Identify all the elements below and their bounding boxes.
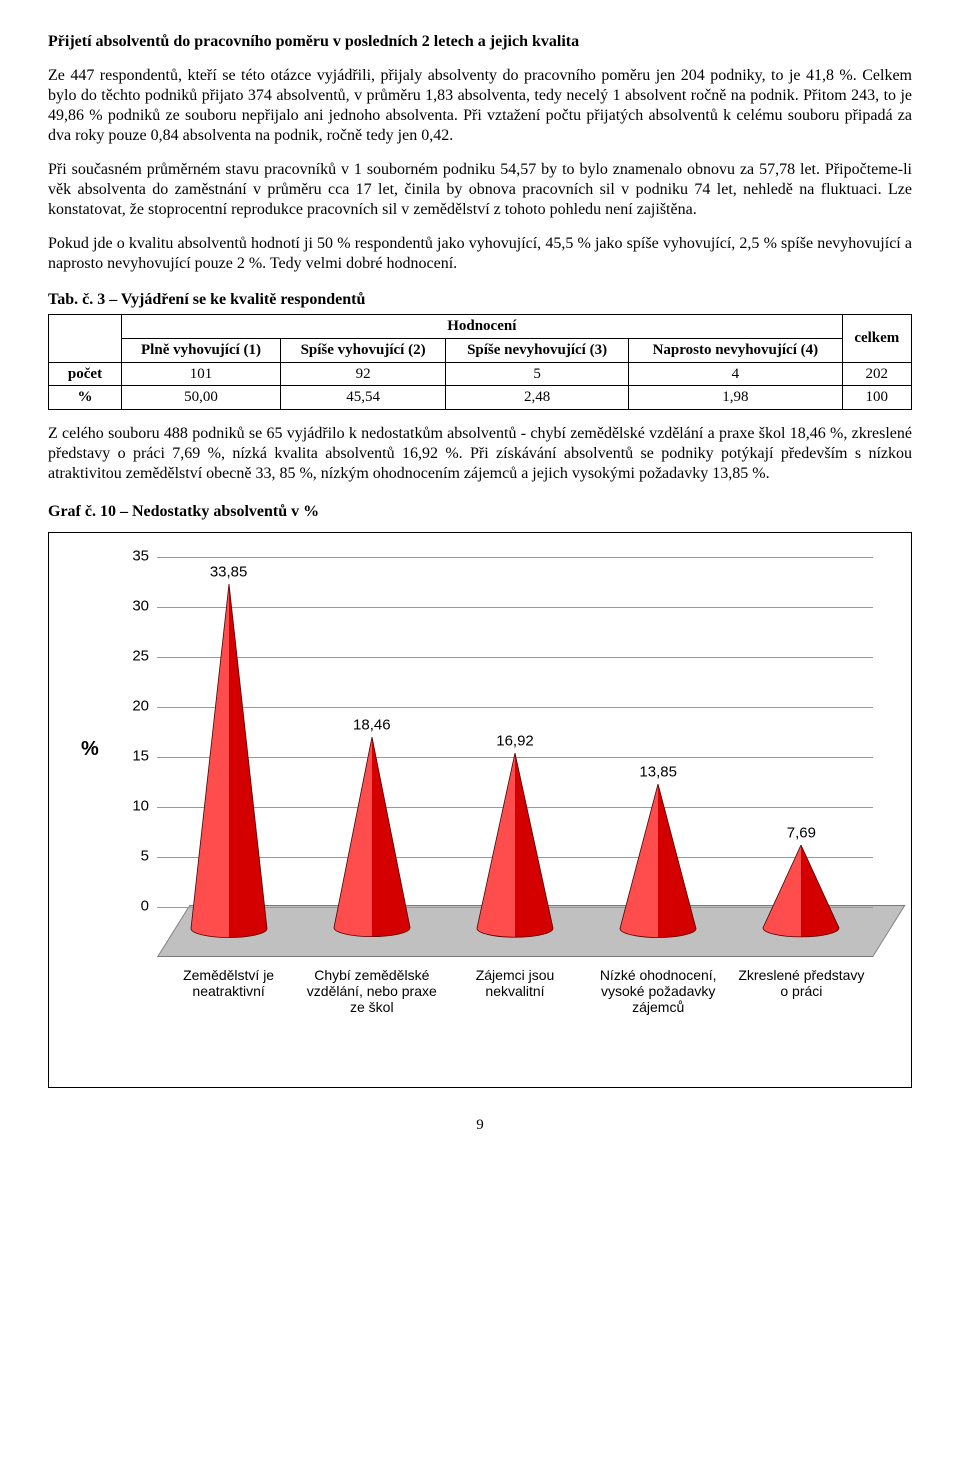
cell: 4 xyxy=(629,362,843,386)
cell: 92 xyxy=(281,362,446,386)
chart-cone: 16,92 xyxy=(475,753,555,938)
paragraph-4: Z celého souboru 488 podniků se 65 vyjád… xyxy=(48,424,912,484)
category-label: Chybí zemědělské vzdělání, nebo praxe ze… xyxy=(307,967,437,1015)
cone-value-label: 33,85 xyxy=(210,563,248,582)
chart-cone: 33,85 xyxy=(189,584,269,939)
chart-area: % 0 5 10 15 20 25 30 35 33,85 18,46 16,92 13,85 7,69… xyxy=(67,547,893,1067)
category-label: Nízké ohodnocení, vysoké požadavky zájem… xyxy=(593,967,723,1015)
y-tick-label: 25 xyxy=(109,648,149,667)
y-tick-label: 35 xyxy=(109,548,149,567)
cone-value-label: 18,46 xyxy=(353,717,391,736)
cell: 100 xyxy=(842,386,911,410)
col-1: Plně vyhovující (1) xyxy=(122,338,281,362)
table-caption: Tab. č. 3 – Vyjádření se ke kvalitě resp… xyxy=(48,290,912,310)
y-tick-label: 5 xyxy=(109,848,149,867)
chart-category-labels: Zemědělství je neatraktivní Chybí zeměděl… xyxy=(157,967,873,1067)
y-tick-label: 0 xyxy=(109,898,149,917)
quality-table: Hodnocení celkem Plně vyhovující (1) Spí… xyxy=(48,314,912,410)
paragraph-2: Při současném průměrném stavu pracovníků… xyxy=(48,160,912,220)
y-axis-title: % xyxy=(81,737,99,762)
col-3: Spíše nevyhovující (3) xyxy=(446,338,629,362)
category-label: Zkreslené představy o práci xyxy=(736,967,866,999)
chart-gridline xyxy=(157,557,873,558)
cell: 45,54 xyxy=(281,386,446,410)
section-heading: Přijetí absolventů do pracovního poměru … xyxy=(48,32,912,52)
category-label: Zájemci jsou nekvalitní xyxy=(450,967,580,999)
chart-cone: 18,46 xyxy=(332,737,412,938)
cell: 5 xyxy=(446,362,629,386)
table-row: počet 101 92 5 4 202 xyxy=(49,362,912,386)
table-row: % 50,00 45,54 2,48 1,98 100 xyxy=(49,386,912,410)
chart-caption: Graf č. 10 – Nedostatky absolventů v % xyxy=(48,502,912,522)
cell: 2,48 xyxy=(446,386,629,410)
row-label: % xyxy=(49,386,122,410)
cell: 1,98 xyxy=(629,386,843,410)
paragraph-3: Pokud jde o kvalitu absolventů hodnotí j… xyxy=(48,234,912,274)
table-header-group: Hodnocení xyxy=(122,315,843,339)
chart-cone: 13,85 xyxy=(618,784,698,939)
table-corner xyxy=(49,315,122,363)
y-tick-label: 10 xyxy=(109,798,149,817)
row-label: počet xyxy=(49,362,122,386)
page-number: 9 xyxy=(48,1116,912,1135)
col-4: Naprosto nevyhovující (4) xyxy=(629,338,843,362)
col-2: Spíše vyhovující (2) xyxy=(281,338,446,362)
y-tick-label: 15 xyxy=(109,748,149,767)
category-label: Zemědělství je neatraktivní xyxy=(164,967,294,999)
cell: 50,00 xyxy=(122,386,281,410)
chart-cone: 7,69 xyxy=(761,845,841,938)
chart-frame: % 0 5 10 15 20 25 30 35 33,85 18,46 16,92 13,85 7,69… xyxy=(48,532,912,1088)
cell: 101 xyxy=(122,362,281,386)
cone-value-label: 16,92 xyxy=(496,732,534,751)
cone-value-label: 13,85 xyxy=(639,763,677,782)
y-tick-label: 20 xyxy=(109,698,149,717)
cone-value-label: 7,69 xyxy=(787,824,816,843)
y-tick-label: 30 xyxy=(109,598,149,617)
cell: 202 xyxy=(842,362,911,386)
chart-plot: 0510152025303533,8518,4616,9213,857,69 xyxy=(157,557,873,957)
paragraph-1: Ze 447 respondentů, kteří se této otázce… xyxy=(48,66,912,146)
col-celkem: celkem xyxy=(842,315,911,363)
